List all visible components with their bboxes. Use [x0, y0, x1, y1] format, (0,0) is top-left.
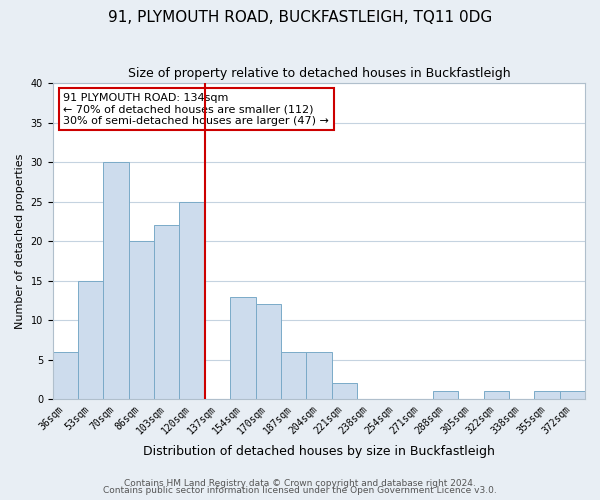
Bar [230, 296, 256, 400]
Bar [53, 352, 78, 400]
Bar [154, 226, 179, 400]
Text: Contains HM Land Registry data © Crown copyright and database right 2024.: Contains HM Land Registry data © Crown c… [124, 478, 476, 488]
Bar [256, 304, 281, 400]
Bar [535, 392, 560, 400]
Bar [78, 280, 103, 400]
Text: 91 PLYMOUTH ROAD: 134sqm
← 70% of detached houses are smaller (112)
30% of semi-: 91 PLYMOUTH ROAD: 134sqm ← 70% of detach… [64, 92, 329, 126]
Title: Size of property relative to detached houses in Buckfastleigh: Size of property relative to detached ho… [128, 68, 510, 80]
Bar [332, 384, 357, 400]
Bar [484, 392, 509, 400]
Bar [179, 202, 205, 400]
Text: Contains public sector information licensed under the Open Government Licence v3: Contains public sector information licen… [103, 486, 497, 495]
Bar [433, 392, 458, 400]
Bar [129, 241, 154, 400]
Bar [560, 392, 585, 400]
Bar [281, 352, 306, 400]
X-axis label: Distribution of detached houses by size in Buckfastleigh: Distribution of detached houses by size … [143, 444, 495, 458]
Text: 91, PLYMOUTH ROAD, BUCKFASTLEIGH, TQ11 0DG: 91, PLYMOUTH ROAD, BUCKFASTLEIGH, TQ11 0… [108, 10, 492, 25]
Y-axis label: Number of detached properties: Number of detached properties [15, 154, 25, 329]
Bar [103, 162, 129, 400]
Bar [306, 352, 332, 400]
